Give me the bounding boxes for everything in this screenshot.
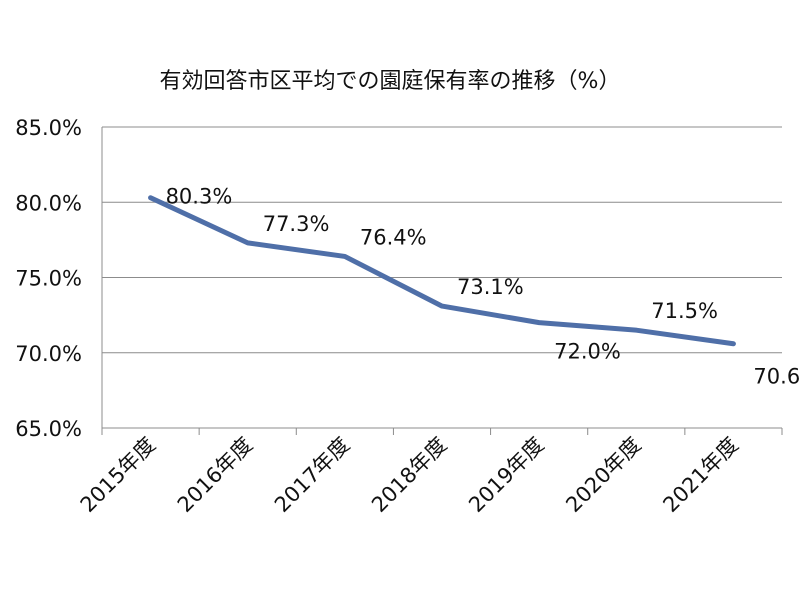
gridlines xyxy=(101,126,783,435)
data-label: 70.6% xyxy=(753,365,800,389)
y-tick-label: 70.0% xyxy=(15,342,82,366)
y-axis-tick-labels: 65.0% 70.0% 75.0% 80.0% 85.0% xyxy=(15,116,82,441)
x-tick-label: 2015年度 xyxy=(76,433,160,517)
x-tick-label: 2020年度 xyxy=(561,433,645,517)
y-tick-label: 80.0% xyxy=(15,191,82,215)
data-label: 73.1% xyxy=(457,275,524,299)
x-axis-tick-labels: 2015年度 2016年度 2017年度 2018年度 2019年度 2020年度 2021… xyxy=(76,433,743,517)
x-tick-label: 2016年度 xyxy=(173,433,257,517)
data-label: 80.3% xyxy=(166,185,233,209)
x-tick-label: 2021年度 xyxy=(658,433,742,517)
x-tick-label: 2017年度 xyxy=(270,433,354,517)
data-label: 77.3% xyxy=(263,212,330,236)
series-line xyxy=(148,195,736,347)
y-tick-label: 85.0% xyxy=(15,116,82,140)
y-tick-label: 65.0% xyxy=(15,417,82,441)
series-line-group xyxy=(148,195,736,347)
data-label: 76.4% xyxy=(360,225,427,249)
data-label: 71.5% xyxy=(651,299,718,323)
data-label: 72.0% xyxy=(554,340,621,364)
x-tick-label: 2018年度 xyxy=(367,433,451,517)
chart-title: 有効回答市区平均での園庭保有率の推移（%） xyxy=(160,69,621,94)
data-labels: 80.3% 77.3% 76.4% 73.1% 72.0% 71.5% 70.6% xyxy=(166,185,800,389)
y-tick-label: 75.0% xyxy=(15,267,82,291)
x-tick-label: 2019年度 xyxy=(464,433,548,517)
